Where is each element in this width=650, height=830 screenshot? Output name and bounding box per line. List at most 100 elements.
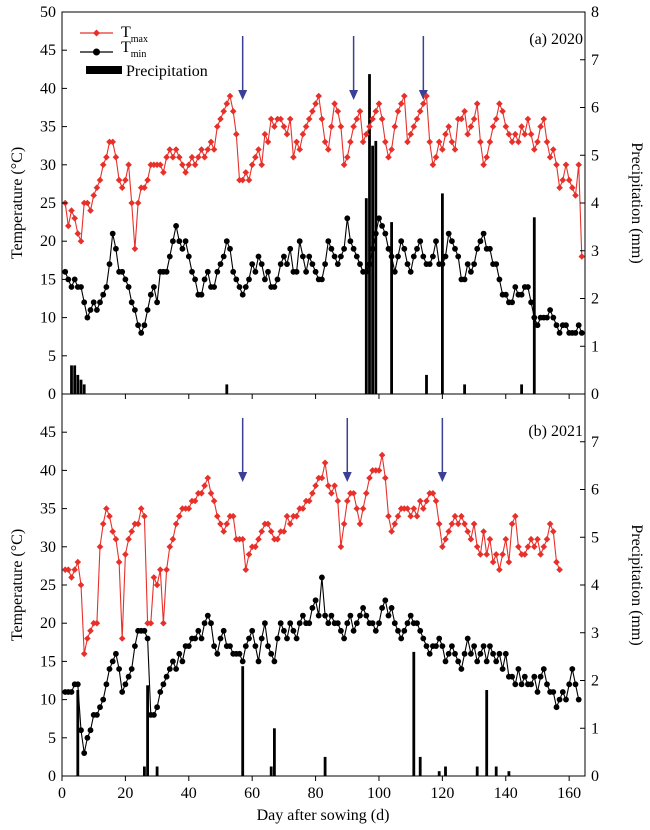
tmax-point [401, 92, 408, 100]
tmax-point [191, 161, 199, 169]
tmin-point [388, 605, 395, 611]
tmin-point [338, 627, 344, 634]
tmin-point [445, 230, 452, 237]
tmax-point [122, 176, 129, 184]
tmax-point [309, 108, 316, 115]
tmin-point [360, 605, 366, 611]
tmax-point [489, 558, 497, 566]
tmin-point [480, 230, 487, 237]
tmax-point [432, 497, 440, 505]
tmax-point [515, 543, 522, 551]
tmin-point [458, 666, 465, 672]
tmin-point [249, 627, 256, 634]
tmin-point [480, 643, 487, 649]
tmin-point [141, 322, 148, 329]
tmax-point [492, 551, 500, 558]
y-tick-label: 45 [40, 42, 56, 59]
panel-b-ylabel-right: Precipitation (mm) [628, 524, 645, 645]
tmin-point [369, 620, 376, 627]
legend-tmax-marker [93, 29, 100, 37]
x-tick-label: 40 [181, 785, 197, 802]
tmax-point [565, 176, 573, 184]
tmin-point [90, 299, 97, 306]
tmin-point [322, 261, 328, 267]
tmin-point [382, 230, 389, 237]
precip-bar [520, 384, 523, 394]
tmin-point [230, 268, 237, 275]
tmax-point [477, 138, 484, 146]
tmin-point [179, 658, 186, 665]
tmax-point [416, 108, 424, 115]
event-arrow-head [437, 472, 447, 482]
tmin-point [300, 253, 306, 260]
tmin-point [379, 605, 385, 611]
tmax-point [286, 115, 294, 123]
tmin-point [490, 650, 496, 657]
tmin-point [242, 284, 249, 290]
tmax-point [65, 222, 72, 230]
y2-tick-label: 5 [591, 147, 599, 164]
tmin-point [487, 245, 493, 252]
tmin-point [189, 268, 195, 275]
x-tick-label: 20 [117, 785, 133, 802]
tmin-point [74, 681, 81, 688]
y-tick-label: 25 [40, 195, 56, 212]
tmin-point [426, 261, 433, 267]
y-tick-label: 0 [48, 386, 56, 403]
tmax-point [328, 123, 335, 130]
tmax-point [134, 199, 142, 207]
tmin-point [271, 284, 278, 290]
tmin-point [518, 681, 525, 688]
tmax-point [109, 528, 116, 535]
tmax-point [137, 505, 145, 512]
tmax-point [423, 497, 430, 505]
tmax-point [429, 161, 437, 169]
tmin-point [414, 245, 420, 252]
tmax-point [496, 566, 503, 573]
tmax-point [359, 505, 367, 512]
tmin-point [353, 253, 360, 260]
tmin-point [325, 620, 332, 627]
tmax-point [163, 566, 170, 573]
tmin-point [376, 620, 382, 627]
event-arrow-head [238, 472, 248, 482]
tmax-point [176, 512, 183, 520]
tmin-point [122, 681, 129, 688]
tmin-point [258, 261, 265, 267]
tmin-point [277, 620, 284, 627]
tmax-point [347, 138, 354, 146]
tmin-point [236, 650, 243, 657]
tmin-point [553, 322, 560, 329]
tmin-point [334, 620, 341, 627]
tmax-point [153, 581, 161, 589]
tmax-point [445, 528, 452, 535]
precip-bar [475, 766, 479, 776]
tmax-point [131, 245, 139, 253]
legend-tmin-label: Tmin [121, 39, 146, 60]
tmin-point [81, 750, 88, 756]
tmin-point [151, 712, 157, 718]
tmin-point [274, 635, 281, 642]
tmax-point [464, 130, 471, 138]
tmin-point [132, 307, 138, 313]
tmax-point [264, 138, 272, 146]
tmax-point [315, 92, 322, 100]
y-tick-label: 5 [48, 730, 56, 747]
tmin-point [87, 727, 94, 734]
tmax-point [280, 528, 288, 535]
tmin-point [341, 635, 347, 642]
tmax-point [214, 123, 221, 130]
y-tick-label: 10 [40, 692, 56, 709]
tmin-point [366, 261, 373, 267]
tmax-point [74, 558, 82, 566]
tmin-point [385, 612, 392, 619]
tmax-point [242, 566, 250, 573]
tmax-point [534, 535, 541, 543]
tmax-point [505, 130, 513, 138]
tmax-point [191, 497, 199, 505]
tmax-point [169, 153, 177, 161]
tmin-point [426, 650, 433, 657]
tmin-point [325, 238, 332, 245]
tmax-point [87, 627, 94, 635]
tmax-point [71, 566, 78, 573]
